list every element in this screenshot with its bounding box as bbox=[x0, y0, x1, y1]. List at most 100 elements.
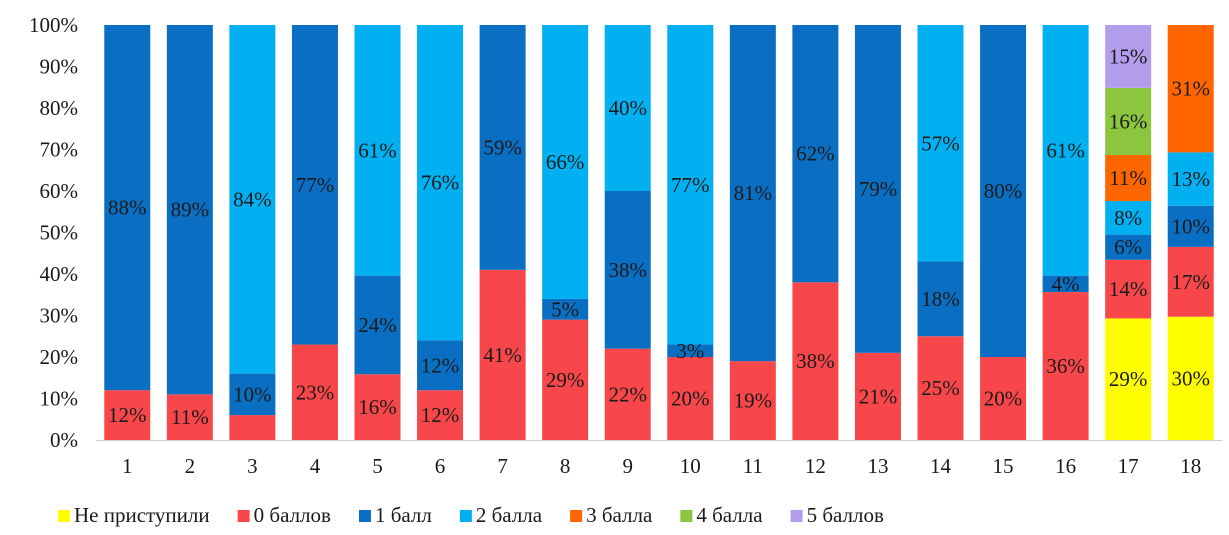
bar-segment bbox=[1105, 25, 1152, 88]
data-label: 25% bbox=[921, 376, 960, 400]
bar-segment bbox=[667, 357, 714, 440]
y-tick-label: 80% bbox=[40, 96, 79, 120]
data-label: 11% bbox=[1109, 166, 1147, 190]
x-tick-label: 8 bbox=[560, 454, 571, 478]
data-label: 29% bbox=[1109, 367, 1148, 391]
x-tick-label: 1 bbox=[122, 454, 133, 478]
data-labels-group: 12% 88% 11% 89% 10% 84% 23% 77% 16% 24% 61% 12% 12% 7… bbox=[108, 44, 1210, 429]
bar-segment bbox=[104, 390, 151, 440]
bar-segment bbox=[604, 25, 651, 191]
data-label: 23% bbox=[296, 380, 335, 404]
data-label: 38% bbox=[608, 258, 647, 282]
legend-swatch bbox=[237, 510, 250, 522]
bar-segment bbox=[667, 25, 714, 345]
data-label: 30% bbox=[1171, 366, 1210, 390]
bar-segment bbox=[917, 336, 964, 440]
data-label: 77% bbox=[671, 173, 710, 197]
bar-segment bbox=[854, 352, 901, 440]
y-tick-label: 40% bbox=[40, 262, 79, 286]
bar-segment bbox=[417, 25, 464, 341]
bar-segment bbox=[792, 282, 839, 440]
data-label: 81% bbox=[734, 181, 773, 205]
x-tick-label: 18 bbox=[1180, 454, 1201, 478]
bar-segment bbox=[479, 269, 526, 440]
data-label: 8% bbox=[1114, 206, 1142, 230]
data-label: 77% bbox=[296, 173, 335, 197]
x-tick-label: 7 bbox=[497, 454, 508, 478]
x-tick-label: 14 bbox=[930, 454, 952, 478]
data-label: 13% bbox=[1171, 167, 1210, 191]
data-label: 89% bbox=[171, 198, 210, 222]
data-label: 15% bbox=[1109, 44, 1148, 68]
x-tick-label: 12 bbox=[805, 454, 826, 478]
bar-segment bbox=[229, 373, 276, 416]
legend-label: 3 балла bbox=[586, 503, 653, 527]
y-tick-label: 50% bbox=[40, 221, 79, 245]
bar-segment bbox=[854, 25, 901, 353]
bar-segment bbox=[1105, 234, 1152, 260]
data-label: 10% bbox=[1171, 214, 1210, 238]
y-tick-label: 90% bbox=[40, 55, 79, 79]
x-tick-label: 5 bbox=[372, 454, 383, 478]
y-axis: 0% 10% 20% 30% 40% 50% 60% 70% 80% 90% 100% bbox=[29, 13, 78, 452]
data-label: 20% bbox=[671, 387, 710, 411]
bar-segment bbox=[1105, 87, 1152, 155]
y-tick-label: 0% bbox=[50, 428, 78, 452]
legend-label: 1 балл bbox=[375, 503, 432, 527]
bar-segment bbox=[542, 25, 589, 299]
legend-swatch bbox=[459, 510, 472, 522]
y-tick-label: 30% bbox=[40, 304, 79, 328]
data-label: 62% bbox=[796, 142, 835, 166]
data-label: 36% bbox=[1046, 354, 1085, 378]
data-label: 61% bbox=[358, 138, 397, 162]
bar-segment bbox=[980, 357, 1027, 440]
data-label: 88% bbox=[108, 196, 147, 220]
bar-segment bbox=[1105, 201, 1152, 235]
x-tick-label: 13 bbox=[867, 454, 888, 478]
x-tick-label: 9 bbox=[622, 454, 633, 478]
data-label: 17% bbox=[1171, 270, 1210, 294]
bar-segment bbox=[1167, 152, 1214, 206]
data-label: 11% bbox=[171, 405, 209, 429]
bar-segment bbox=[354, 25, 401, 276]
bar-segment bbox=[354, 374, 401, 440]
bar-segment bbox=[417, 390, 464, 440]
bar-segment bbox=[166, 25, 213, 395]
bar-segment bbox=[229, 415, 276, 440]
bar-segment bbox=[980, 25, 1027, 357]
data-label: 80% bbox=[984, 179, 1023, 203]
data-label: 4% bbox=[1052, 272, 1080, 296]
data-label: 79% bbox=[859, 177, 898, 201]
bar-segment bbox=[417, 340, 464, 391]
data-label: 12% bbox=[421, 403, 460, 427]
legend: Не приступили 0 баллов 1 балл 2 балла 3 балл… bbox=[58, 503, 884, 527]
bar-segment bbox=[1042, 275, 1089, 293]
data-label: 22% bbox=[608, 382, 647, 406]
data-label: 59% bbox=[483, 135, 522, 159]
bar-segment bbox=[479, 25, 526, 270]
data-label: 61% bbox=[1046, 138, 1085, 162]
data-label: 5% bbox=[551, 297, 579, 321]
data-label: 6% bbox=[1114, 235, 1142, 259]
legend-label: 2 балла bbox=[476, 503, 543, 527]
data-label: 16% bbox=[358, 395, 397, 419]
bar-segment bbox=[1167, 205, 1214, 247]
bar-segment bbox=[1042, 292, 1089, 440]
bar-segment bbox=[166, 394, 213, 440]
bar-segment bbox=[1167, 316, 1214, 440]
x-tick-label: 17 bbox=[1118, 454, 1139, 478]
data-label: 76% bbox=[421, 171, 460, 195]
legend-swatch bbox=[58, 510, 70, 522]
data-label: 57% bbox=[921, 131, 960, 155]
data-label: 3% bbox=[676, 339, 704, 363]
bar-segment bbox=[1167, 246, 1214, 317]
data-label: 66% bbox=[546, 150, 585, 174]
data-label: 29% bbox=[546, 368, 585, 392]
bar-segment bbox=[1105, 318, 1152, 440]
x-tick-label: 6 bbox=[435, 454, 446, 478]
data-label: 12% bbox=[421, 353, 460, 377]
legend-swatch bbox=[790, 510, 803, 522]
bar-segment bbox=[354, 275, 401, 375]
bar-segment bbox=[104, 25, 151, 391]
